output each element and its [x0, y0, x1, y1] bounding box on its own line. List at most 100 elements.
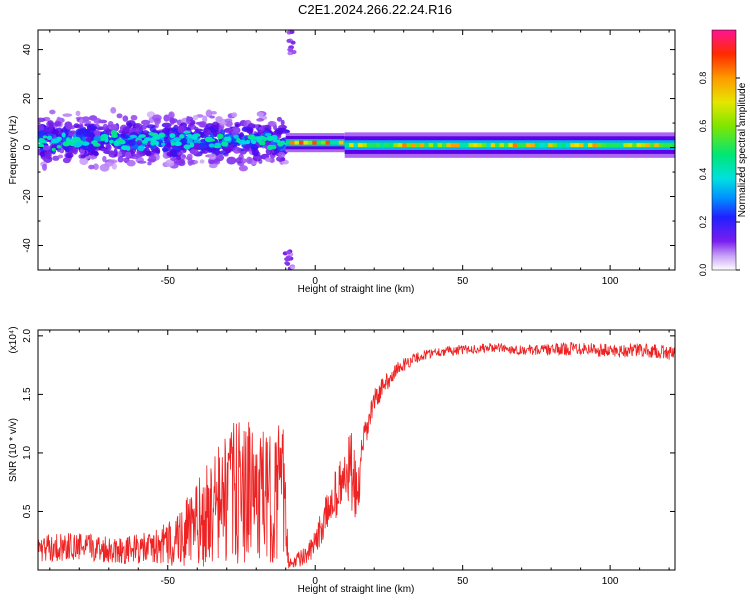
heat-cell: [477, 143, 483, 148]
heat-cell: [179, 134, 185, 139]
heat-cell: [100, 135, 105, 142]
heat-cell: [561, 143, 567, 148]
heat-cell: [526, 143, 531, 148]
heat-cell: [93, 142, 101, 147]
y-tick-label: 1.0: [22, 446, 33, 460]
heat-cell: [251, 140, 257, 145]
heat-artifact: [286, 38, 292, 43]
heat-cell: [357, 143, 363, 148]
heat-cell: [247, 134, 256, 140]
heat-cell: [55, 133, 62, 138]
heat-cell: [256, 118, 265, 122]
heat-cell: [80, 154, 86, 159]
heat-cell: [170, 150, 178, 158]
colorbar-tick-label: 0.4: [698, 168, 708, 181]
heat-cell: [173, 137, 181, 142]
heat-cell: [49, 109, 56, 115]
heat-cell: [245, 126, 251, 132]
heat-cell: [231, 112, 238, 118]
spectrogram-ticks: -50 0 50 100 -40 -20 0 20 40: [22, 30, 675, 287]
colorbar-tick-label: 0.2: [698, 216, 708, 229]
heat-artifact: [288, 47, 294, 52]
heat-cell: [349, 143, 354, 148]
heat-cell: [169, 117, 175, 124]
y-tick-label: -40: [22, 238, 33, 253]
snr-ticks: -50 0 50 100 0.5 1.0 1.5 2.0: [22, 328, 675, 587]
spectrogram-ylabel: Frequency (Hz): [8, 116, 19, 185]
heat-cell: [121, 150, 126, 156]
heat-cell: [266, 135, 274, 142]
heat-cell: [113, 140, 120, 147]
heat-cell: [183, 144, 191, 150]
heat-cell: [588, 143, 593, 148]
heat-cell: [411, 143, 416, 148]
heat-cell: [187, 158, 193, 166]
heat-cell: [362, 143, 368, 148]
heat-cell: [93, 129, 101, 137]
heat-cell: [211, 121, 220, 129]
heat-cell: [221, 141, 229, 147]
heat-cell: [170, 141, 176, 146]
heat-cell: [192, 114, 199, 121]
snr-panel: -50 0 50 100 0.5 1.0 1.5 2.0 Height of straight…: [8, 326, 676, 595]
heat-cell: [224, 118, 233, 124]
heat-cell: [93, 135, 103, 143]
heat-cell: [241, 141, 249, 145]
heat-cell: [277, 127, 287, 133]
heat-cell: [464, 143, 469, 148]
heat-cell: [654, 143, 660, 148]
heat-cell: [51, 147, 56, 152]
heat-cell: [338, 140, 344, 145]
colorbar-tick-label: 0.6: [698, 120, 708, 133]
heat-cell: [307, 140, 313, 145]
heat-cell: [79, 157, 89, 165]
heat-cell: [632, 143, 637, 148]
heat-cell: [276, 116, 282, 122]
heat-cell: [258, 140, 266, 146]
heat-cell: [46, 135, 53, 141]
heat-cell: [148, 132, 155, 136]
heat-cell: [101, 148, 106, 152]
heat-cell: [548, 143, 553, 148]
heat-cell: [111, 124, 119, 132]
heat-cell: [280, 119, 285, 126]
heat-cell: [233, 134, 239, 139]
heat-cell: [193, 138, 201, 145]
heat-cell: [186, 115, 191, 124]
heat-cell: [42, 145, 51, 151]
heat-cell: [375, 143, 381, 148]
heat-artifact: [285, 250, 291, 255]
heat-cell: [89, 125, 98, 131]
heat-cell: [116, 113, 123, 119]
heat-cell: [168, 111, 175, 119]
heat-cell: [246, 156, 253, 165]
heat-cell: [437, 143, 443, 148]
heat-cell: [69, 130, 77, 134]
heat-cell: [264, 127, 269, 131]
heat-cell: [136, 140, 143, 146]
spectrogram-frame: [37, 29, 676, 271]
heat-cell: [663, 143, 668, 148]
heat-artifact: [290, 40, 296, 45]
heat-cell: [161, 147, 168, 152]
heat-cell: [325, 140, 331, 145]
heat-cell: [137, 145, 145, 152]
heat-cell: [198, 143, 209, 149]
x-tick-label: -50: [161, 576, 176, 587]
heat-cell: [126, 159, 136, 167]
heat-cell: [56, 144, 62, 149]
colorbar-gradient: [711, 29, 737, 271]
heat-cell: [110, 129, 118, 136]
heat-cell: [614, 143, 620, 148]
heat-cell: [62, 113, 73, 117]
heat-cell: [150, 140, 156, 146]
heat-cell: [108, 159, 118, 164]
heat-cell: [166, 142, 172, 149]
heat-cell: [334, 140, 340, 145]
heat-cell: [234, 123, 241, 128]
heat-cell: [155, 149, 160, 154]
heat-cell: [122, 115, 129, 122]
heat-cell: [512, 143, 518, 148]
heat-cell: [596, 143, 602, 148]
heat-cell: [138, 134, 146, 138]
